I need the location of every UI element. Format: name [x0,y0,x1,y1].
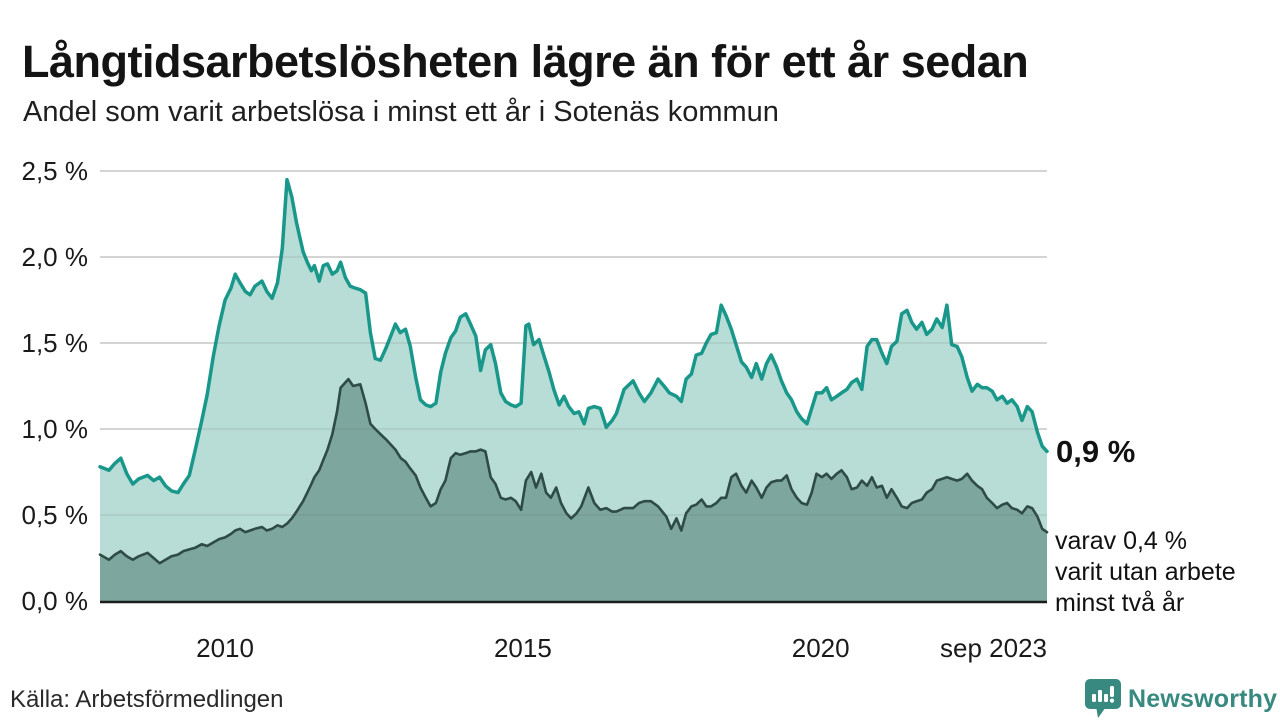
y-tick-label: 1,5 % [21,328,89,358]
annotation-line: minst två år [1055,589,1185,617]
newsworthy-logo: Newsworthy [1084,678,1280,720]
chart-subtitle: Andel som varit arbetslösa i minst ett å… [23,96,779,128]
y-tick-label: 0,0 % [21,586,89,616]
x-tick-label: 2015 [493,633,552,663]
sub-series-annotation: varav 0,4 % varit utan arbete minst två år [1055,526,1280,619]
y-tick-label: 2,0 % [21,242,89,272]
line-minst-ett-ar [98,177,1049,495]
annotation-line: varav 0,4 % [1055,527,1188,555]
y-tick-label: 1,0 % [21,414,89,444]
area-minst-tva-ar [100,379,1047,601]
source-credit: Källa: Arbetsförmedlingen [10,686,284,713]
newsworthy-logo-text: Newsworthy [1128,685,1278,713]
line-minst-tva-ar [98,377,1049,565]
newsworthy-logo-icon [1085,679,1121,718]
end-value-annotation: 0,9 % [1056,434,1136,469]
annotation-line: varit utan arbete [1055,558,1236,586]
x-tick-label: 2020 [791,633,850,663]
y-tick-label: 2,5 % [21,156,89,186]
y-tick-label: 0,5 % [21,500,89,530]
x-tick-label: sep 2023 [940,633,1047,663]
page-title: Långtidsarbetslösheten lägre än för ett … [22,36,1029,88]
x-tick-label: 2010 [196,633,254,663]
